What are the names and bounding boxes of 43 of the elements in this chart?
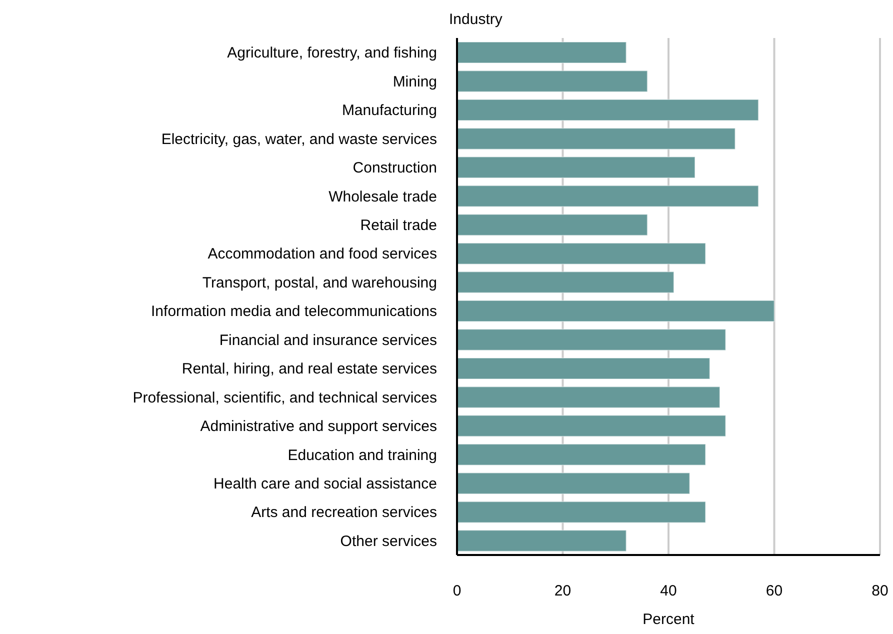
bar [457,501,706,524]
bar [457,242,706,265]
y-tick-label: Wholesale trade [328,188,437,206]
bar [457,156,696,178]
x-axis-title: Percent [642,611,696,628]
y-tick-label: Education and training [288,446,437,464]
y-tick-label: Accommodation and food services [208,246,437,263]
y-tick-label: Rental, hiring, and real estate services [182,360,437,378]
bar [457,530,627,552]
y-tick-label: Transport, postal, and warehousing [202,274,437,292]
y-tick-label: Professional, scientific, and technical services [132,389,437,406]
bar [457,386,720,408]
y-tick-label: Retail trade [360,217,437,234]
bar [457,42,627,64]
x-tick-label: 20 [554,582,572,600]
y-tick-label: Other services [340,532,437,550]
x-tick-label: 80 [872,582,888,600]
bar [457,300,775,322]
y-axis-title: Industry [449,11,503,28]
bar [457,472,690,494]
bar [457,128,736,150]
y-tick-label: Financial and insurance services [219,332,437,349]
bar [457,98,759,121]
y-tick-label: Information media and telecommunications [151,303,437,320]
bar [457,444,706,466]
y-tick-label: Agriculture, forestry, and fishing [227,44,437,62]
y-tick-label: Administrative and support services [200,418,437,436]
bar [457,185,759,208]
y-tick-label: Construction [352,160,437,177]
bar [457,328,726,351]
y-tick-label: Arts and recreation services [251,504,437,522]
x-tick-label: 60 [766,582,783,600]
bar [457,271,674,294]
y-tick-label: Electricity, gas, water, and waste services [161,130,437,148]
bar [457,414,726,437]
y-tick-label: Manufacturing [342,102,437,120]
bar [457,357,710,380]
y-tick-label: Health care and social assistance [214,476,437,493]
x-tick-label: 40 [660,582,677,600]
x-tick-label: 0 [452,582,462,600]
bar [457,70,648,92]
bar [457,214,648,236]
y-tick-label: Mining [392,73,437,90]
